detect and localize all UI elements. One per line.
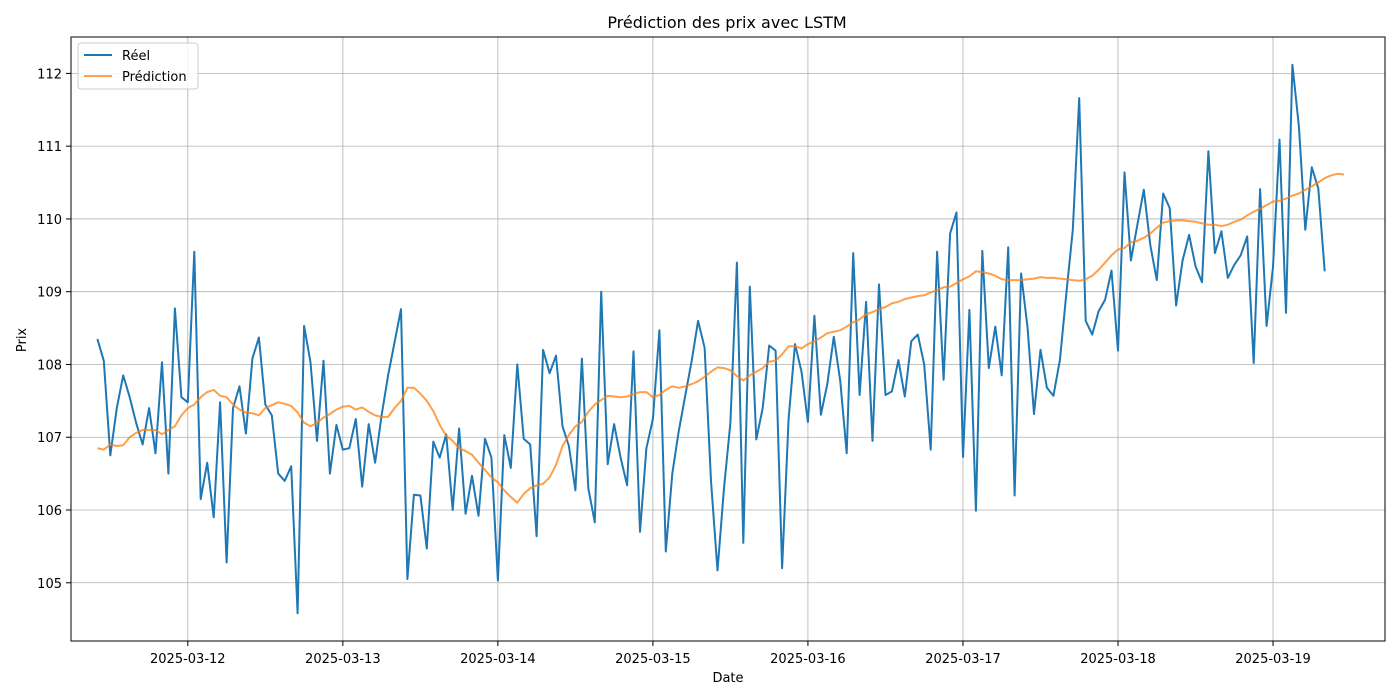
series-line-prediction — [97, 172, 1345, 504]
chart-title: Prédiction des prix avec LSTM — [607, 13, 846, 32]
y-tick-label: 111 — [37, 140, 62, 155]
y-axis: 105 106 107 108 109 110 111 112 — [37, 67, 71, 592]
x-tick-label: 2025-03-17 — [925, 652, 1001, 667]
y-tick-label: 106 — [37, 504, 62, 519]
x-axis-label: Date — [712, 671, 743, 686]
y-tick-label: 112 — [37, 67, 62, 82]
x-axis: 2025-03-12 2025-03-13 2025-03-14 2025-03-15… — [150, 641, 1311, 667]
x-tick-label: 2025-03-18 — [1080, 652, 1156, 667]
x-tick-label: 2025-03-13 — [305, 652, 381, 667]
x-tick-label: 2025-03-16 — [770, 652, 846, 667]
y-tick-label: 107 — [37, 431, 62, 446]
x-tick-label: 2025-03-15 — [615, 652, 691, 667]
x-tick-label: 2025-03-14 — [460, 652, 536, 667]
legend: Réel Prédiction — [77, 42, 199, 90]
series-layer — [96, 63, 1345, 615]
y-tick-label: 110 — [37, 213, 62, 228]
grid — [71, 37, 1385, 641]
y-tick-label: 109 — [37, 286, 62, 301]
x-tick-label: 2025-03-12 — [150, 652, 226, 667]
series-line-reel — [96, 63, 1326, 615]
legend-label-prediction: Prédiction — [122, 70, 187, 85]
legend-label-reel: Réel — [122, 49, 150, 64]
x-tick-label: 2025-03-19 — [1235, 652, 1311, 667]
y-axis-label: Prix — [15, 328, 30, 353]
y-tick-label: 105 — [37, 577, 62, 592]
y-tick-label: 108 — [37, 358, 62, 373]
plot-frame — [70, 36, 1386, 642]
